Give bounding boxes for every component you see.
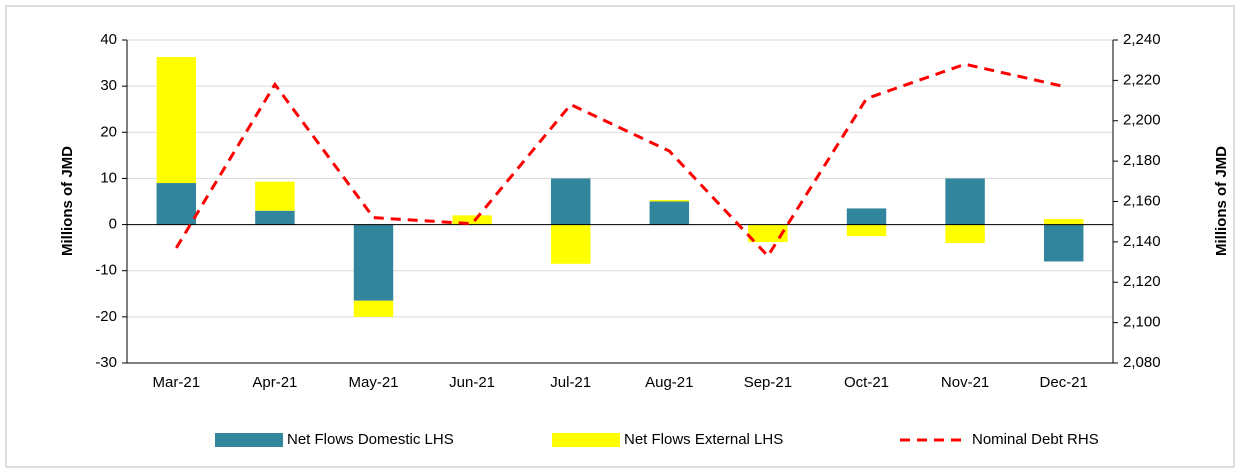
y2-tick-label: 2,160 [1123, 192, 1161, 209]
legend-swatch [215, 433, 283, 447]
bar [748, 224, 788, 243]
bar [156, 57, 197, 184]
x-tick-label: Aug-21 [645, 374, 693, 391]
bar [255, 181, 295, 211]
x-tick-label: May-21 [348, 374, 398, 391]
bar [452, 215, 492, 225]
y-tick-label: 0 [109, 216, 117, 233]
x-tick-label: Mar-21 [153, 374, 201, 391]
bar [945, 224, 985, 244]
bar [846, 224, 887, 237]
bar [1043, 224, 1084, 262]
bar [353, 224, 394, 301]
bar [1043, 219, 1084, 225]
y-tick-label: -10 [95, 262, 117, 279]
y2-tick-label: 2,220 [1123, 71, 1161, 88]
chart-border [5, 5, 1235, 468]
bar [156, 183, 197, 225]
bar [649, 200, 690, 202]
legend-label: Net Flows Domestic LHS [287, 431, 454, 448]
legend-swatch [552, 433, 620, 447]
bar [550, 224, 591, 264]
y-axis-label: Millions of JMD [59, 146, 76, 256]
legend-label: Net Flows External LHS [624, 431, 783, 448]
x-tick-label: Dec-21 [1040, 374, 1088, 391]
x-tick-label: Nov-21 [941, 374, 989, 391]
y-tick-label: 10 [100, 169, 117, 186]
y2-tick-label: 2,240 [1123, 31, 1161, 48]
legend-label: Nominal Debt RHS [972, 431, 1099, 448]
bar [255, 210, 295, 225]
bar [353, 300, 394, 317]
y2-tick-label: 2,100 [1123, 314, 1161, 331]
y-tick-label: 40 [100, 31, 117, 48]
bar [846, 208, 887, 225]
x-tick-label: Jul-21 [550, 374, 591, 391]
bar [945, 178, 985, 225]
y2-axis-label: Millions of JMD [1213, 146, 1230, 256]
y-tick-label: 20 [100, 123, 117, 140]
y-tick-label: -30 [95, 354, 117, 371]
y2-tick-label: 2,180 [1123, 152, 1161, 169]
y2-tick-label: 2,080 [1123, 354, 1161, 371]
y2-tick-label: 2,200 [1123, 112, 1161, 129]
x-tick-label: Oct-21 [844, 374, 889, 391]
y-tick-label: 30 [100, 77, 117, 94]
y-tick-label: -20 [95, 308, 117, 325]
bar [550, 178, 591, 225]
x-tick-label: Sep-21 [744, 374, 792, 391]
x-tick-label: Jun-21 [449, 374, 495, 391]
y2-tick-label: 2,140 [1123, 233, 1161, 250]
y2-tick-label: 2,120 [1123, 273, 1161, 290]
line-series [175, 62, 1065, 259]
bar [649, 201, 690, 225]
x-tick-label: Apr-21 [252, 374, 297, 391]
